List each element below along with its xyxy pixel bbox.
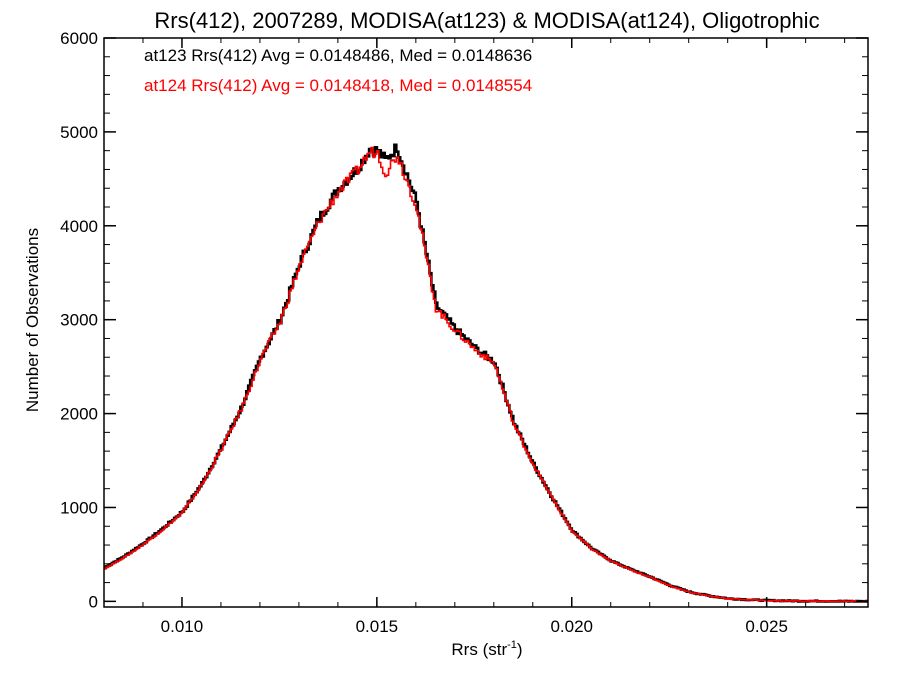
- legend-entry-at124: at124 Rrs(412) Avg = 0.0148418, Med = 0.…: [144, 76, 532, 95]
- x-axis-label-close: ): [517, 640, 523, 659]
- y-tick-label: 1000: [60, 498, 98, 517]
- series-line-1: [104, 146, 868, 603]
- y-tick-label: 0: [89, 592, 98, 611]
- x-tick-label: 0.010: [161, 617, 204, 636]
- plot-frame: [103, 37, 869, 608]
- x-axis-label-sup: -1: [507, 639, 517, 651]
- series-line-0: [104, 143, 868, 603]
- y-tick-label: 2000: [60, 405, 98, 424]
- x-axis: 0.010 0.015 0.020 0.025: [103, 38, 846, 636]
- legend: at123 Rrs(412) Avg = 0.0148486, Med = 0.…: [144, 46, 532, 95]
- y-tick-label: 5000: [60, 123, 98, 142]
- y-tick-label: 3000: [60, 311, 98, 330]
- y-tick-label: 4000: [60, 217, 98, 236]
- chart-title: Rrs(412), 2007289, MODISA(at123) & MODIS…: [154, 8, 819, 33]
- series-layer: [104, 143, 868, 603]
- x-axis-label-main: Rrs (str: [451, 640, 507, 659]
- y-axis-label: Number of Observations: [23, 228, 42, 412]
- x-axis-label: Rrs (str-1): [451, 639, 522, 659]
- legend-entry-at123: at123 Rrs(412) Avg = 0.0148486, Med = 0.…: [144, 46, 532, 65]
- y-axis: 0 1000 2000 3000 4000 5000 6000: [60, 29, 868, 611]
- x-tick-label: 0.020: [550, 617, 593, 636]
- x-tick-label: 0.015: [356, 617, 399, 636]
- y-tick-label: 6000: [60, 29, 98, 48]
- x-tick-label: 0.025: [745, 617, 788, 636]
